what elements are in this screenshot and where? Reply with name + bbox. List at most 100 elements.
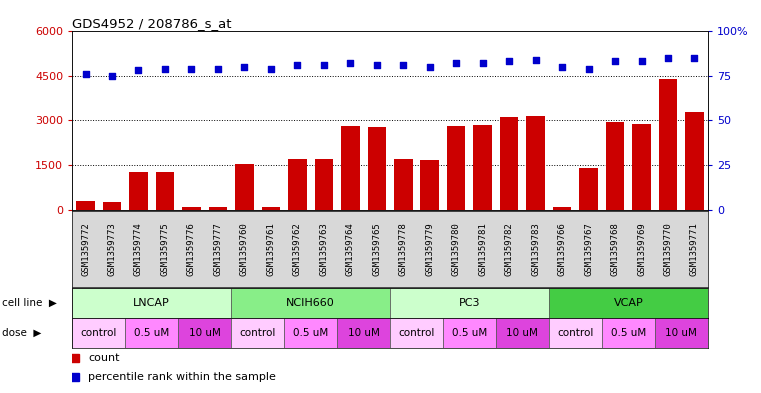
Text: GSM1359783: GSM1359783 [531,222,540,276]
Text: GSM1359781: GSM1359781 [478,222,487,276]
Point [662,55,674,61]
Point [318,62,330,68]
Bar [579,167,598,210]
Bar [659,79,677,210]
Text: GSM1359771: GSM1359771 [690,222,699,276]
Text: LNCAP: LNCAP [133,298,170,308]
Bar [552,208,572,210]
Bar [685,112,704,210]
Text: cell line  ▶: cell line ▶ [2,298,56,308]
Bar [527,116,545,210]
Point [689,55,701,61]
Point [476,60,489,66]
Bar [394,159,412,210]
Text: GSM1359775: GSM1359775 [161,222,170,276]
Text: GSM1359762: GSM1359762 [293,222,302,276]
Point [186,66,198,72]
Bar [314,159,333,210]
Bar [284,318,337,348]
Point [371,62,383,68]
Text: GSM1359761: GSM1359761 [266,222,275,276]
Text: GSM1359773: GSM1359773 [107,222,116,276]
Bar [156,172,174,210]
Text: control: control [557,328,594,338]
Point [397,62,409,68]
Text: GSM1359764: GSM1359764 [345,222,355,276]
Text: 0.5 uM: 0.5 uM [293,328,328,338]
Text: GSM1359767: GSM1359767 [584,222,593,276]
Text: 0.5 uM: 0.5 uM [610,328,646,338]
Bar [447,126,466,210]
Point [291,62,304,68]
Text: GSM1359768: GSM1359768 [610,222,619,276]
Text: GSM1359765: GSM1359765 [372,222,381,276]
Text: VCAP: VCAP [613,298,643,308]
Text: GSM1359778: GSM1359778 [399,222,408,276]
Text: percentile rank within the sample: percentile rank within the sample [88,372,276,382]
Point [530,57,542,63]
Text: GDS4952 / 208786_s_at: GDS4952 / 208786_s_at [72,17,232,30]
Point [503,58,515,64]
Text: GSM1359777: GSM1359777 [213,222,222,276]
Bar [496,318,549,348]
Point [79,71,91,77]
Bar [654,318,708,348]
Bar [262,208,280,210]
Bar [76,201,95,210]
Text: NCIH660: NCIH660 [286,298,335,308]
Bar [231,318,284,348]
Text: 10 uM: 10 uM [507,328,538,338]
Text: PC3: PC3 [459,298,480,308]
Text: dose  ▶: dose ▶ [2,328,41,338]
Text: GSM1359774: GSM1359774 [134,222,143,276]
Text: GSM1359779: GSM1359779 [425,222,435,276]
Point [159,66,171,72]
Bar [421,160,439,210]
Text: GSM1359772: GSM1359772 [81,222,90,276]
Bar [103,202,121,210]
Bar [368,127,386,210]
Text: GSM1359770: GSM1359770 [664,222,673,276]
Point [132,67,145,73]
Point [424,64,436,70]
Point [238,64,250,70]
Bar [231,288,390,318]
Bar [549,288,708,318]
Bar [235,164,253,210]
Text: GSM1359760: GSM1359760 [240,222,249,276]
Bar [72,318,126,348]
Text: GSM1359782: GSM1359782 [505,222,514,276]
Text: control: control [81,328,117,338]
Text: 10 uM: 10 uM [348,328,380,338]
Point [635,58,648,64]
Bar [390,288,549,318]
Point [212,66,224,72]
Bar [337,318,390,348]
Bar [632,124,651,210]
Text: 10 uM: 10 uM [665,328,697,338]
Text: count: count [88,353,119,364]
Text: control: control [240,328,275,338]
Bar [72,288,231,318]
Bar [178,318,231,348]
Point [344,60,356,66]
Bar [126,318,178,348]
Text: 10 uM: 10 uM [189,328,221,338]
Text: control: control [398,328,435,338]
Bar [390,318,443,348]
Bar [341,126,359,210]
Text: GSM1359763: GSM1359763 [320,222,328,276]
Bar [602,318,654,348]
Bar [443,318,496,348]
Point [450,60,462,66]
Bar [209,208,228,210]
Text: 0.5 uM: 0.5 uM [452,328,487,338]
Point [106,73,118,79]
Point [556,64,568,70]
Bar [129,172,148,210]
Bar [473,125,492,210]
Point [582,66,594,72]
Text: GSM1359776: GSM1359776 [187,222,196,276]
Bar [606,122,624,210]
Text: GSM1359780: GSM1359780 [452,222,460,276]
